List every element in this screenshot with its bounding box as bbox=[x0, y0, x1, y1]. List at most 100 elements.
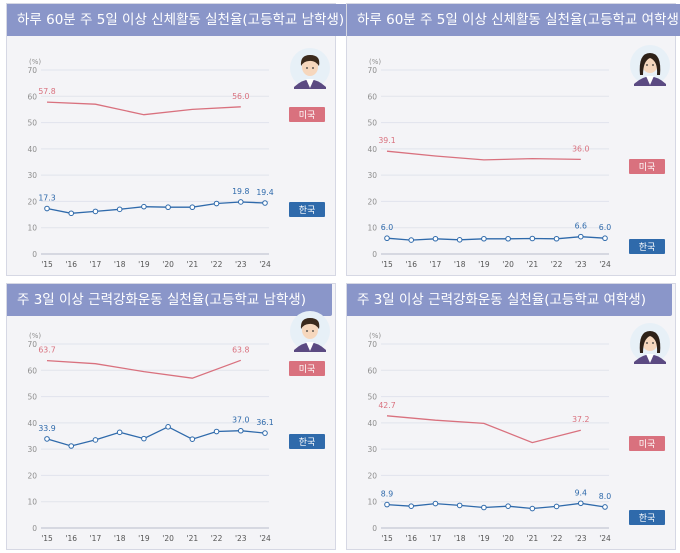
x-tick-label: '15 bbox=[381, 534, 393, 543]
x-tick-label: '15 bbox=[41, 260, 53, 269]
data-point-korea bbox=[189, 204, 196, 211]
data-label-us: 37.2 bbox=[572, 415, 589, 424]
x-tick-label: '17 bbox=[430, 260, 442, 269]
series-line-us bbox=[386, 415, 581, 444]
data-point-korea bbox=[237, 427, 244, 434]
x-tick-label: '21 bbox=[187, 260, 199, 269]
x-tick-label: '20 bbox=[502, 534, 514, 543]
data-point-korea bbox=[505, 503, 511, 509]
y-tick-label: 40 bbox=[27, 145, 37, 154]
x-tick-label: '24 bbox=[599, 260, 611, 269]
legend-tag-korea bbox=[289, 434, 325, 449]
data-point-korea bbox=[577, 233, 584, 240]
x-tick-label: '15 bbox=[41, 534, 53, 543]
data-point-korea bbox=[529, 505, 536, 512]
avatar-eye bbox=[646, 342, 648, 344]
x-tick-label: '22 bbox=[211, 260, 223, 269]
x-tick-label: '22 bbox=[551, 534, 563, 543]
series-line-korea bbox=[386, 502, 606, 510]
data-point-korea bbox=[602, 504, 608, 510]
data-label-us: 36.0 bbox=[572, 144, 589, 153]
series-line-us bbox=[386, 150, 581, 161]
data-point-korea bbox=[165, 204, 171, 211]
data-point-korea bbox=[529, 235, 536, 242]
data-point-korea bbox=[384, 235, 390, 242]
x-tick-label: '17 bbox=[90, 260, 102, 269]
chart-panel-strength-boys: 주 3일 이상 근력강화운동 실천율(고등학교 남학생) (%) 0 10 20 30 4… bbox=[6, 283, 336, 550]
y-axis-unit: (%) bbox=[369, 58, 381, 66]
chart-panel-activity-boys: 하루 60분 주 5일 이상 신체활동 실천율(고등학교 남학생) (%) 0 10… bbox=[6, 3, 357, 276]
series-line-korea bbox=[386, 236, 606, 241]
data-label-korea: 17.3 bbox=[38, 194, 55, 203]
panel-title: 주 3일 이상 근력강화운동 실천율(고등학교 남학생) bbox=[7, 284, 332, 316]
data-label-us: 57.8 bbox=[38, 87, 55, 96]
x-tick-label: '19 bbox=[138, 534, 150, 543]
data-point-korea bbox=[141, 203, 147, 210]
x-tick-label: '23 bbox=[235, 260, 247, 269]
y-tick-label: 50 bbox=[367, 393, 377, 402]
series-line-us bbox=[46, 359, 242, 379]
legend-tag-korea bbox=[629, 510, 665, 525]
data-label-us: 63.8 bbox=[232, 345, 249, 354]
y-axis-unit: (%) bbox=[29, 332, 41, 340]
legend-tag-korea bbox=[289, 202, 325, 217]
x-tick-label: '20 bbox=[502, 260, 514, 269]
chart-svg: (%) 0 10 20 30 40 50 60 70 '15 '16 '17 '18 '19 '20 '21 '… bbox=[367, 45, 670, 269]
legend-tag-us bbox=[629, 436, 665, 451]
girl-student-icon bbox=[630, 323, 670, 364]
data-point-korea bbox=[408, 503, 415, 509]
legend-tag-korea bbox=[629, 239, 665, 254]
y-tick-label: 40 bbox=[27, 419, 37, 428]
y-tick-label: 10 bbox=[367, 224, 377, 233]
y-tick-label: 50 bbox=[27, 393, 37, 402]
x-tick-label: '21 bbox=[527, 260, 539, 269]
y-tick-label: 10 bbox=[27, 498, 37, 507]
data-label-korea: 8.0 bbox=[599, 492, 611, 501]
data-point-korea bbox=[505, 235, 511, 242]
data-label-us: 39.1 bbox=[378, 136, 395, 145]
avatar-collar bbox=[306, 342, 314, 351]
data-point-korea bbox=[481, 235, 487, 242]
y-tick-label: 20 bbox=[27, 471, 37, 480]
x-tick-label: '21 bbox=[187, 534, 199, 543]
y-tick-label: 20 bbox=[27, 197, 37, 206]
data-point-korea bbox=[384, 501, 390, 508]
data-point-korea bbox=[262, 430, 268, 436]
data-point-korea bbox=[432, 235, 439, 242]
data-label-korea: 8.9 bbox=[381, 490, 393, 499]
x-tick-label: '23 bbox=[575, 260, 587, 269]
chart-svg: (%) 0 10 20 30 40 50 60 70 '15 '16 '17 '18 '19 '20 '21 '… bbox=[27, 48, 330, 269]
data-point-korea bbox=[456, 237, 463, 243]
y-tick-label: 20 bbox=[367, 197, 377, 206]
y-tick-label: 60 bbox=[367, 92, 377, 101]
x-tick-label: '22 bbox=[551, 260, 563, 269]
chart-panel-activity-girls: 하루 60분 주 5일 이상 신체활동 실천율(고등학교 여학생) (%) 0 10… bbox=[346, 3, 680, 276]
legend-tag-us-label: 미국 bbox=[639, 162, 656, 173]
x-tick-label: '18 bbox=[454, 534, 466, 543]
data-point-korea bbox=[213, 428, 220, 435]
data-point-korea bbox=[456, 502, 463, 509]
legend-tag-us bbox=[629, 159, 665, 174]
data-point-korea bbox=[408, 237, 415, 243]
avatar-eye bbox=[652, 64, 654, 66]
x-tick-label: '18 bbox=[114, 260, 126, 269]
series-line-us bbox=[46, 101, 241, 116]
data-point-korea bbox=[553, 235, 560, 242]
avatar-eye bbox=[312, 67, 314, 69]
x-tick-label: '19 bbox=[138, 260, 150, 269]
y-tick-label: 70 bbox=[367, 340, 377, 349]
legend-tag-us bbox=[289, 107, 325, 122]
panel-title: 하루 60분 주 5일 이상 신체활동 실천율(고등학교 여학생) bbox=[347, 4, 680, 36]
y-tick-label: 30 bbox=[27, 171, 37, 180]
y-tick-label: 70 bbox=[367, 66, 377, 75]
y-tick-label: 20 bbox=[367, 471, 377, 480]
x-tick-label: '17 bbox=[430, 534, 442, 543]
x-tick-label: '16 bbox=[65, 260, 77, 269]
x-tick-label: '16 bbox=[65, 534, 77, 543]
y-tick-label: 70 bbox=[27, 340, 37, 349]
data-label-us: 42.7 bbox=[378, 401, 395, 410]
data-label-korea: 9.4 bbox=[575, 488, 587, 497]
avatar-hair bbox=[639, 331, 661, 353]
legend-tag-us-label: 미국 bbox=[639, 439, 656, 450]
boy-student-icon bbox=[290, 48, 330, 89]
